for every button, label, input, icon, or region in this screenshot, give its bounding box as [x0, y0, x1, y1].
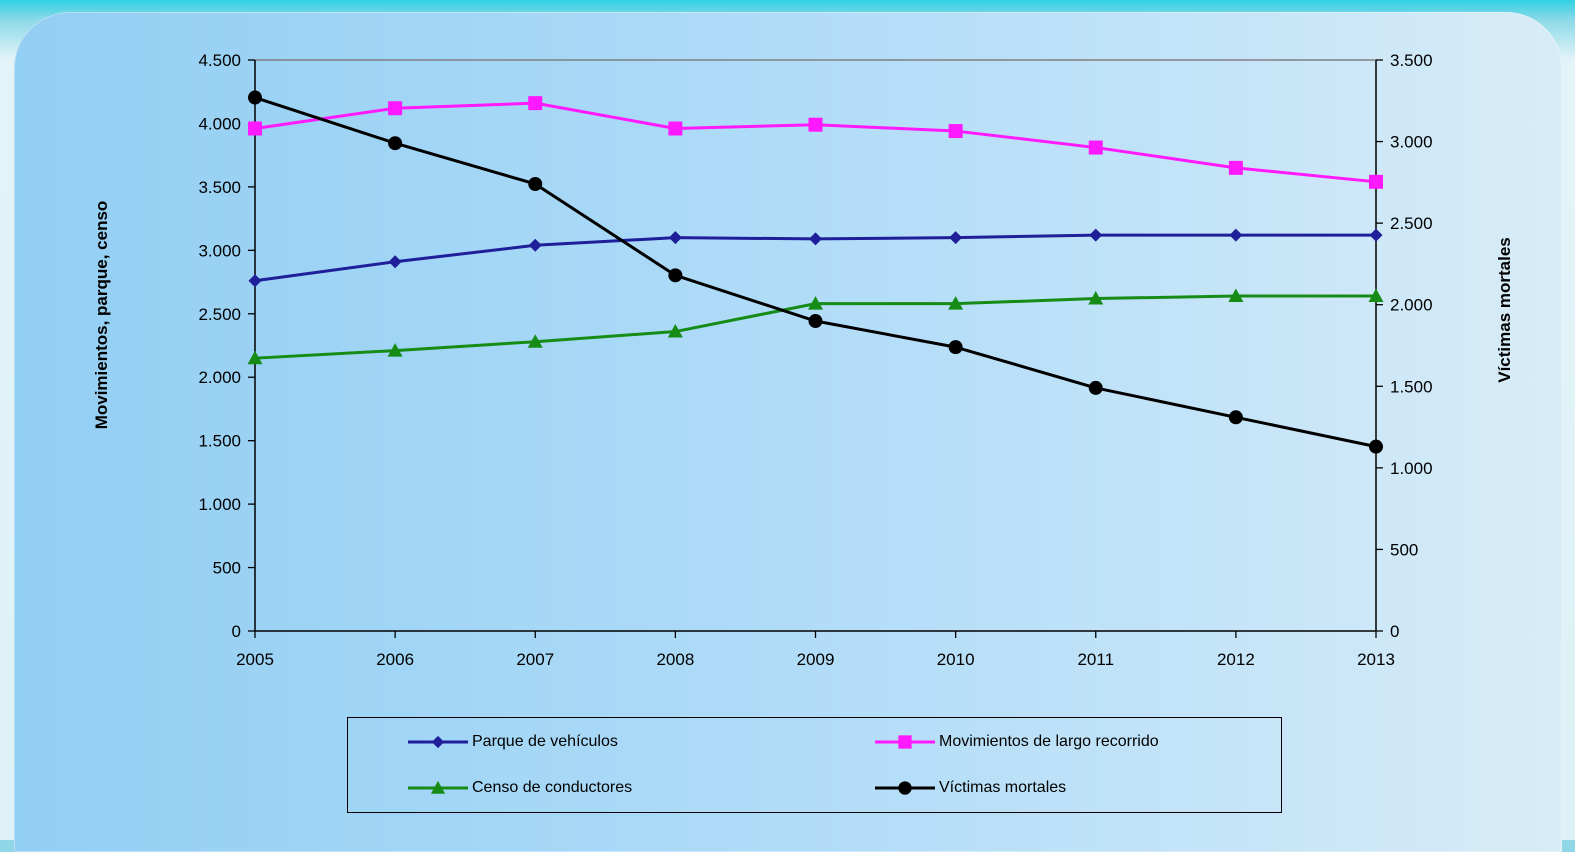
legend-item-parque: Parque de vehículos — [406, 730, 618, 754]
series-point — [1368, 288, 1384, 303]
legend-label-movimientos: Movimientos de largo recorrido — [939, 733, 1159, 750]
legend-label-parque: Parque de vehículos — [472, 733, 618, 750]
x-tick-label: 2010 — [937, 650, 975, 669]
series-point — [1228, 410, 1243, 425]
series-point — [1089, 228, 1103, 242]
series-1 — [248, 96, 1383, 189]
left-tick-label: 4.000 — [198, 114, 241, 133]
right-tick-label: 500 — [1390, 540, 1418, 559]
series-line — [254, 96, 1377, 449]
chart-legend: Parque de vehículos Movimientos de largo… — [347, 717, 1282, 813]
series-point — [809, 232, 822, 246]
series-point — [949, 231, 963, 245]
left-tick-label: 500 — [213, 559, 241, 578]
series-2 — [247, 288, 1384, 365]
x-tick-label: 2013 — [1357, 650, 1395, 669]
series-point — [1369, 174, 1383, 189]
legend-item-victimas: Víctimas mortales — [873, 776, 1066, 800]
x-tick-label: 2011 — [1077, 650, 1114, 669]
series-point — [247, 350, 263, 365]
series-point — [948, 124, 963, 139]
legend-swatch-parque — [408, 735, 468, 749]
series-layer — [247, 90, 1384, 454]
left-tick-label: 2.500 — [198, 305, 241, 324]
left-tick-label: 1.500 — [198, 432, 241, 451]
right-tick-label: 1.500 — [1390, 377, 1433, 396]
series-point — [388, 255, 402, 269]
series-point — [668, 231, 682, 245]
right-tick-label: 3.000 — [1390, 133, 1433, 152]
legend-swatch-marker — [898, 735, 912, 749]
legend-swatch-marker — [898, 781, 912, 795]
right-tick-label: 2.000 — [1390, 296, 1433, 315]
series-point — [668, 268, 683, 283]
series-point — [1228, 160, 1243, 175]
left-tick-label: 2.000 — [198, 368, 241, 387]
legend-swatch-movimientos — [875, 735, 935, 749]
series-point — [948, 296, 964, 310]
series-point — [528, 96, 543, 111]
series-point — [667, 324, 683, 338]
series-point — [808, 314, 823, 329]
series-point — [948, 340, 963, 355]
left-tick-label: 4.500 — [198, 51, 241, 70]
legend-swatch-censo — [408, 780, 468, 794]
legend-item-movimientos: Movimientos de largo recorrido — [873, 730, 1159, 754]
series-point — [248, 274, 262, 288]
axes — [254, 59, 1377, 632]
series-point — [1369, 228, 1383, 242]
right-axis-ticks: 0 500 1.000 1.500 2.000 2.500 3.000 3.500 — [1376, 51, 1433, 641]
x-tick-label: 2009 — [797, 650, 835, 669]
series-point — [528, 176, 543, 191]
series-point — [1088, 380, 1103, 395]
series-point — [388, 101, 403, 116]
x-axis-ticks: 2005 2006 2007 2008 2009 2010 2011 2012 2013 — [236, 631, 1395, 669]
right-tick-label: 2.500 — [1390, 214, 1433, 233]
series-point — [808, 117, 823, 132]
right-tick-label: 0 — [1390, 622, 1399, 641]
series-point — [1369, 439, 1383, 454]
series-line — [254, 101, 1377, 184]
series-point — [668, 121, 683, 136]
series-point — [528, 238, 542, 252]
series-point — [248, 121, 262, 136]
legend-label-censo: Censo de conductores — [472, 779, 633, 796]
series-3 — [248, 90, 1383, 454]
right-axis-title: Víctimas mortales — [1495, 237, 1514, 383]
left-tick-label: 3.000 — [198, 241, 241, 260]
series-point — [1088, 140, 1103, 155]
x-tick-label: 2006 — [376, 650, 414, 669]
left-tick-label: 3.500 — [198, 178, 241, 197]
series-point — [1228, 288, 1244, 303]
right-tick-label: 3.500 — [1390, 51, 1433, 70]
left-axis-title: Movimientos, parque, censo — [92, 201, 111, 430]
legend-swatch-victimas — [875, 781, 935, 795]
series-point — [808, 296, 823, 310]
legend-swatch-marker — [431, 735, 445, 749]
series-point — [387, 343, 403, 357]
series-point — [248, 90, 262, 105]
series-point — [527, 334, 543, 348]
legend-item-censo: Censo de conductores — [406, 776, 632, 800]
line-chart: 0 500 1.000 1.500 2.000 2.500 3.000 3.500 4.000 4… — [92, 51, 1514, 669]
right-tick-label: 1.000 — [1390, 459, 1433, 478]
x-tick-label: 2008 — [656, 650, 694, 669]
series-point — [1088, 291, 1104, 305]
series-point — [1229, 228, 1243, 242]
legend-swatch-marker — [430, 780, 446, 794]
left-axis-ticks: 0 500 1.000 1.500 2.000 2.500 3.000 3.500 4.000 4… — [198, 51, 255, 641]
x-tick-label: 2005 — [236, 650, 274, 669]
left-tick-label: 0 — [232, 622, 241, 641]
x-tick-label: 2012 — [1217, 650, 1255, 669]
series-0 — [248, 228, 1383, 288]
left-tick-label: 1.000 — [198, 495, 241, 514]
x-tick-label: 2007 — [516, 650, 554, 669]
legend-label-victimas: Víctimas mortales — [939, 779, 1067, 796]
series-point — [388, 136, 403, 151]
